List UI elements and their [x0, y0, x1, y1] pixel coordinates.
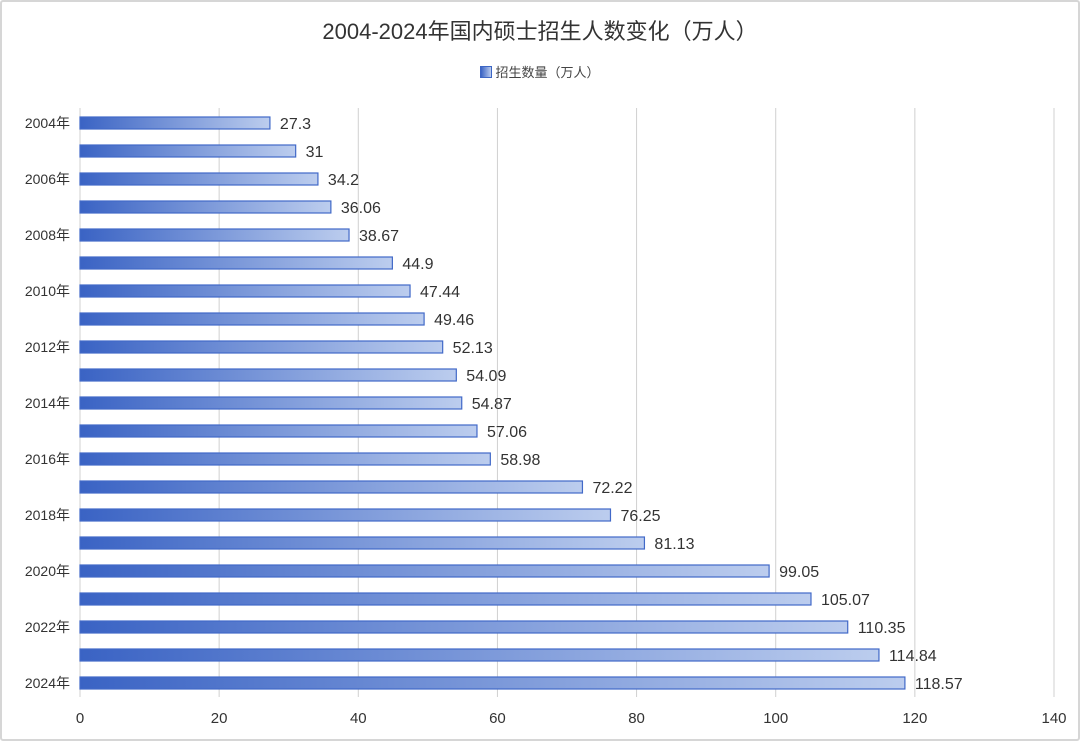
legend[interactable]: 招生数量（万人）: [0, 62, 1080, 81]
bar[interactable]: [79, 172, 319, 186]
legend-label: 招生数量（万人）: [495, 65, 600, 80]
x-tick-label: 120: [902, 710, 927, 727]
data-label: 76.25: [620, 508, 660, 525]
data-label: 118.57: [915, 676, 963, 693]
bar[interactable]: [79, 592, 812, 606]
data-label: 44.9: [402, 256, 433, 273]
data-label: 110.35: [858, 620, 906, 637]
bar[interactable]: [79, 200, 332, 214]
bar[interactable]: [79, 144, 297, 158]
bar[interactable]: [79, 256, 393, 270]
x-tick-label: 20: [211, 710, 228, 727]
data-label: 58.98: [500, 452, 540, 469]
bar[interactable]: [79, 620, 849, 634]
data-label: 27.3: [280, 116, 311, 133]
bar[interactable]: [79, 116, 271, 130]
bar[interactable]: [79, 508, 612, 522]
x-tick-label: 60: [489, 710, 506, 727]
bar[interactable]: [79, 676, 906, 690]
x-tick-label: 80: [628, 710, 645, 727]
x-tick-label: 40: [350, 710, 367, 727]
data-label: 52.13: [453, 340, 493, 357]
data-label: 99.05: [779, 564, 819, 581]
data-label: 38.67: [359, 228, 399, 245]
data-label: 54.09: [466, 368, 506, 385]
y-tick-label: 2012年: [25, 339, 70, 355]
y-tick-label: 2010年: [25, 283, 70, 299]
y-tick-label: 2006年: [25, 171, 70, 187]
y-tick-label: 2008年: [25, 227, 70, 243]
data-label: 36.06: [341, 200, 381, 217]
data-label: 47.44: [420, 284, 460, 301]
y-tick-label: 2014年: [25, 395, 70, 411]
bar[interactable]: [79, 424, 478, 438]
y-tick-label: 2018年: [25, 507, 70, 523]
data-label: 49.46: [434, 312, 474, 329]
bar[interactable]: [79, 284, 411, 298]
bar[interactable]: [79, 340, 444, 354]
legend-swatch: [480, 66, 493, 78]
bar[interactable]: [79, 480, 584, 494]
bar[interactable]: [79, 648, 880, 662]
bar[interactable]: [79, 312, 425, 326]
data-label: 34.2: [328, 172, 359, 189]
bar[interactable]: [79, 452, 491, 466]
data-label: 31: [306, 144, 324, 161]
y-tick-label: 2016年: [25, 451, 70, 467]
data-label: 105.07: [821, 592, 870, 609]
data-label: 81.13: [654, 536, 694, 553]
bar[interactable]: [79, 368, 457, 382]
chart-title: 2004-2024年国内硕士招生人数变化（万人）: [322, 19, 758, 44]
x-tick-label: 140: [1041, 710, 1066, 727]
bar[interactable]: [79, 536, 646, 550]
x-tick-label: 0: [76, 710, 84, 727]
data-label: 57.06: [487, 424, 527, 441]
bar[interactable]: [79, 396, 463, 410]
y-tick-label: 2020年: [25, 563, 70, 579]
y-tick-label: 2024年: [25, 675, 70, 691]
bar[interactable]: [79, 228, 350, 242]
y-tick-label: 2004年: [25, 115, 70, 131]
data-label: 54.87: [472, 396, 512, 413]
y-tick-label: 2022年: [25, 619, 70, 635]
x-tick-label: 100: [763, 710, 788, 727]
data-label: 114.84: [889, 648, 937, 665]
data-label: 72.22: [592, 480, 632, 497]
bar[interactable]: [79, 564, 770, 578]
